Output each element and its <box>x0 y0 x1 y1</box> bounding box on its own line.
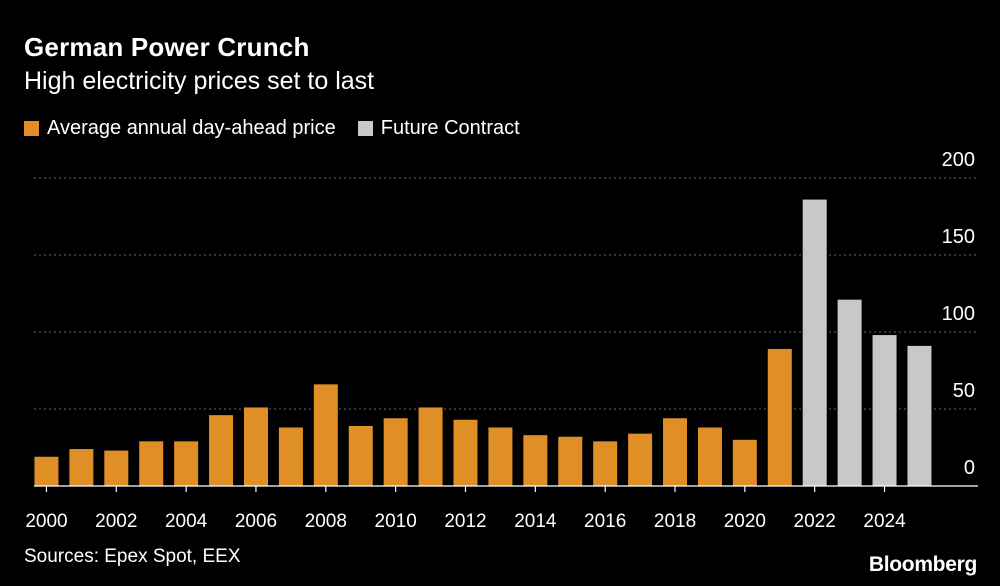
bar <box>174 441 199 486</box>
bar <box>872 335 897 486</box>
x-tick-label: 2012 <box>444 511 486 532</box>
x-tick-label: 2008 <box>305 511 347 532</box>
bar <box>104 450 129 486</box>
legend-label-day-ahead: Average annual day-ahead price <box>47 117 336 139</box>
bar <box>558 436 583 486</box>
bar <box>488 427 513 486</box>
y-tick-label: 100 <box>942 303 975 325</box>
bar <box>767 348 792 486</box>
legend-item-day-ahead: Average annual day-ahead price <box>24 117 336 140</box>
chart-title: German Power Crunch <box>24 32 310 62</box>
bar <box>348 425 373 486</box>
bar <box>243 407 268 486</box>
bar <box>383 418 408 486</box>
source-note: Sources: Epex Spot, EEX <box>24 546 241 567</box>
bar <box>139 441 164 486</box>
bar <box>313 384 338 486</box>
bar <box>34 456 59 486</box>
chart-subtitle: High electricity prices set to last <box>24 67 375 95</box>
x-tick-label: 2004 <box>165 511 208 532</box>
x-tick-label: 2022 <box>794 511 836 532</box>
x-tick-label: 2024 <box>863 511 906 532</box>
x-tick-label: 2018 <box>654 511 696 532</box>
legend-swatch-future <box>357 121 373 136</box>
bar <box>628 433 653 486</box>
bar <box>523 435 548 486</box>
x-tick-label: 2002 <box>95 511 137 532</box>
legend-swatch-day-ahead <box>24 121 39 136</box>
x-tick-label: 2016 <box>584 511 626 532</box>
x-tick-label: 2000 <box>25 511 67 532</box>
legend-item-future: Future Contract <box>357 117 520 140</box>
y-tick-label: 50 <box>953 380 975 402</box>
bar <box>663 418 688 486</box>
bloomberg-logo: Bloomberg <box>868 553 977 576</box>
bar <box>732 439 757 486</box>
bar <box>593 441 618 486</box>
legend: Average annual day-ahead price Future Co… <box>24 117 542 140</box>
bar <box>418 407 443 486</box>
bar <box>802 199 827 486</box>
bar <box>69 449 94 486</box>
bar <box>209 415 234 486</box>
legend-label-future: Future Contract <box>380 117 520 139</box>
y-tick-label: 150 <box>942 226 975 248</box>
y-tick-label: 0 <box>964 457 975 479</box>
x-tick-label: 2014 <box>514 511 557 532</box>
x-tick-label: 2006 <box>235 511 277 532</box>
bar <box>697 427 722 486</box>
x-tick-label: 2020 <box>724 511 766 532</box>
bar <box>453 419 478 486</box>
bar <box>278 427 303 486</box>
bar <box>837 299 862 486</box>
bar <box>907 345 932 486</box>
y-tick-label: 200 <box>942 149 975 171</box>
x-tick-label: 2010 <box>375 511 417 532</box>
